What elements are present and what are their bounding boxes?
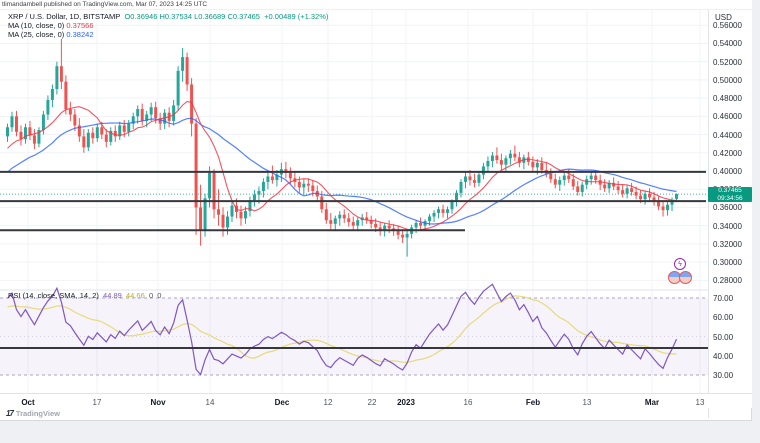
price-tick-label: 0.42000 xyxy=(713,148,742,158)
price-tick-label: 0.46000 xyxy=(713,112,742,122)
axis-separator-line xyxy=(708,10,709,418)
fearful-emoji-icon xyxy=(679,271,692,284)
ohlc-values: O0.36946 H0.37534 L0.36689 C0.37465 xyxy=(124,12,260,21)
time-tick-label: 14 xyxy=(205,398,215,407)
currency-label: USD xyxy=(715,13,732,22)
time-tick-label: Oct xyxy=(21,398,35,407)
rsi-axis[interactable]: 70.00 60.00 50.00 40.00 30.00 xyxy=(709,290,752,393)
time-tick-label: 12 xyxy=(323,398,333,407)
tradingview-chart-widget[interactable]: tlimandambell published on TradingView.c… xyxy=(0,0,752,421)
time-tick-label: 13 xyxy=(695,398,705,407)
attribution-text: tlimandambell published on TradingView.c… xyxy=(2,1,208,8)
bar-countdown: 09:34:56 xyxy=(717,194,743,202)
time-tick-label: Nov xyxy=(150,398,166,407)
price-tick-label: 0.56000 xyxy=(713,21,742,31)
time-tick-label: Dec xyxy=(274,398,290,407)
price-tick-label: 0.36000 xyxy=(713,203,742,213)
time-tick-label: Mar xyxy=(644,398,660,407)
tradingview-logo-text[interactable]: TradingView xyxy=(15,408,60,418)
footer-row: 17 TradingView xyxy=(6,407,60,419)
rsi-tick-label: 40.00 xyxy=(713,351,734,361)
ma10-value: 0.37566 xyxy=(66,21,94,30)
price-tick-label: 0.44000 xyxy=(713,130,742,140)
price-axis[interactable]: USD 0.56000 0.54000 0.52000 0.50000 0.48000 0… xyxy=(709,10,752,290)
rsi-extra-value-1: 0 xyxy=(148,291,154,300)
symbol-legend[interactable]: XRP / U.S. Dollar, 1D, BITSTAMP O0.36946… xyxy=(8,12,328,39)
symbol-legend-row[interactable]: XRP / U.S. Dollar, 1D, BITSTAMP O0.36946… xyxy=(8,12,328,21)
idea-marker-lightning-icon[interactable]: ϟ xyxy=(674,258,686,270)
symbol-title: XRP / U.S. Dollar, 1D, BITSTAMP xyxy=(8,12,121,21)
ma25-label: MA (25, close, 0) xyxy=(8,30,65,39)
rsi-extra-value-2: 0 xyxy=(157,291,162,300)
rsi-tick-label: 70.00 xyxy=(713,294,734,303)
rsi-tick-label: 50.00 xyxy=(713,332,734,342)
price-chart-svg[interactable] xyxy=(0,10,708,393)
ma25-value: 0.38242 xyxy=(66,30,94,39)
change-value: +0.00489 (+1.32%) xyxy=(264,12,329,21)
price-tick-label: 0.28000 xyxy=(713,276,742,286)
price-tick-label: 0.54000 xyxy=(713,39,742,49)
time-axis[interactable]: Oct 17 Nov 14 Dec 12 22 2023 16 Feb 13 Mar 13 xyxy=(0,393,752,408)
time-tick-label: 22 xyxy=(367,398,377,407)
ma25-legend-row[interactable]: MA (25, close, 0) 0.38242 xyxy=(8,30,328,39)
current-price-badge: 0.37465 09:34:56 xyxy=(708,187,752,202)
time-tick-label: 13 xyxy=(582,398,592,407)
time-tick-label: 16 xyxy=(463,398,473,407)
price-tick-label: 0.50000 xyxy=(713,75,742,85)
price-tick-label: 0.52000 xyxy=(713,57,742,67)
rsi-tick-label: 30.00 xyxy=(713,371,734,380)
attribution-bar: tlimandambell published on TradingView.c… xyxy=(0,0,752,10)
rsi-tick-label: 60.00 xyxy=(713,313,734,323)
ma10-label: MA (10, close, 0) xyxy=(8,21,65,30)
time-tick-label: 2023 xyxy=(397,398,415,407)
price-tick-label: 0.32000 xyxy=(713,239,742,249)
rsi-label: RSI (14, close, SMA, 14, 2) xyxy=(8,291,99,300)
rsi-legend[interactable]: RSI (14, close, SMA, 14, 2) 44.89 44.66 … xyxy=(8,291,161,300)
ma10-legend-row[interactable]: MA (10, close, 0) 0.37566 xyxy=(8,21,328,30)
time-tick-label: Feb xyxy=(525,398,541,407)
tradingview-logo-icon[interactable]: 17 xyxy=(6,408,14,418)
price-tick-label: 0.34000 xyxy=(713,221,742,231)
price-tick-label: 0.48000 xyxy=(713,94,742,104)
current-price-value: 0.37465 xyxy=(718,187,742,194)
price-tick-label: 0.30000 xyxy=(713,258,742,268)
rsi-value: 44.89 xyxy=(103,291,122,300)
rsi-ma-value: 44.66 xyxy=(126,291,145,300)
price-tick-label: 0.40000 xyxy=(713,167,742,176)
emoji-reaction-markers[interactable] xyxy=(668,271,694,284)
time-tick-label: 17 xyxy=(92,398,102,407)
